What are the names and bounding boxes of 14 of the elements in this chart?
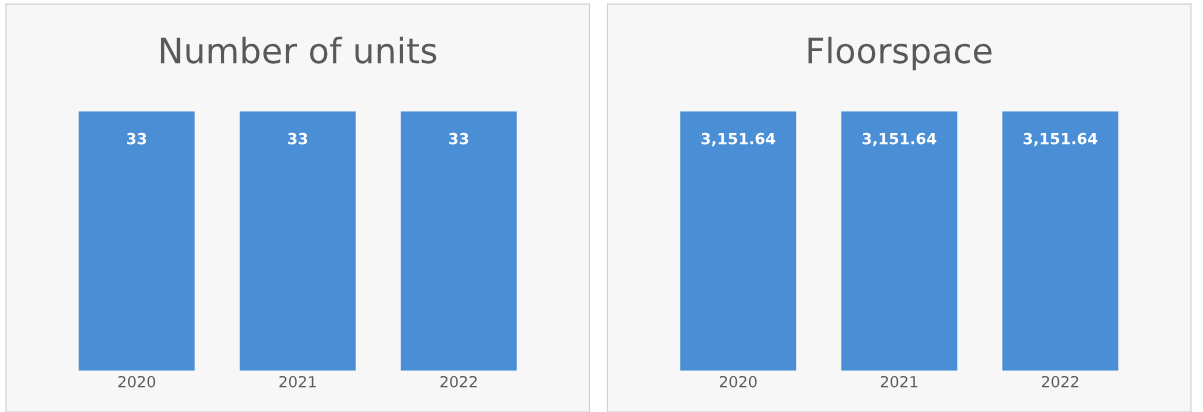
chart-title: Number of units — [160, 36, 437, 64]
x-tick-label: 2022 — [1041, 375, 1079, 388]
chart-title: Floorspace — [808, 36, 992, 71]
x-tick-label: 2022 — [440, 375, 477, 388]
x-tick-label: 2021 — [880, 375, 918, 388]
x-tick-label: 2021 — [279, 375, 316, 388]
x-tick-label: 2020 — [719, 375, 757, 388]
data-label: 3,151.64 — [1023, 132, 1098, 147]
data-label: 33 — [288, 132, 308, 145]
data-label: 33 — [449, 132, 469, 145]
x-tick-label: 2020 — [118, 375, 156, 388]
data-label: 3,151.64 — [701, 132, 776, 147]
data-label: 33 — [127, 132, 147, 145]
data-label: 3,151.64 — [862, 132, 937, 147]
